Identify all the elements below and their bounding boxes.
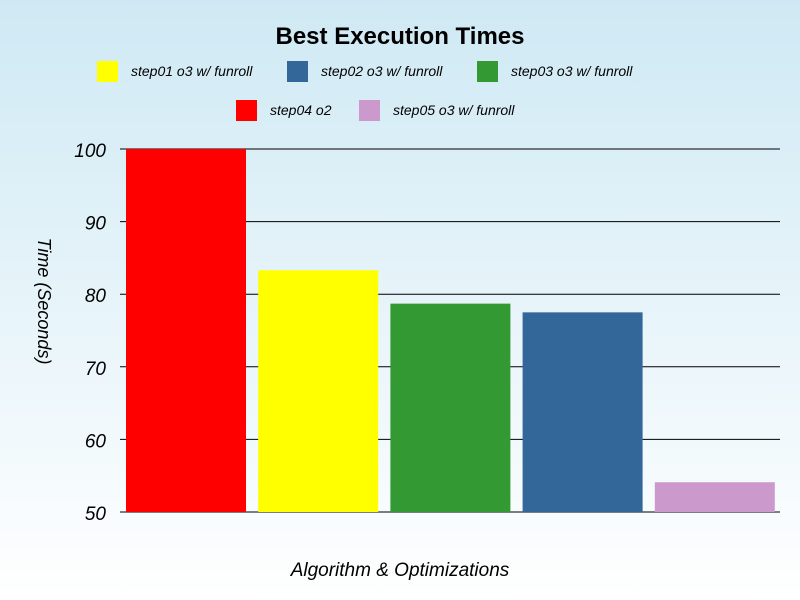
x-axis-label: Algorithm & Optimizations	[290, 560, 510, 581]
legend-label: step05 o3 w/ funroll	[393, 102, 515, 118]
bar	[522, 312, 643, 512]
bar	[654, 482, 775, 512]
legend-label: step04 o2	[270, 102, 332, 118]
legend-label: step02 o3 w/ funroll	[321, 63, 443, 79]
legend-swatch	[97, 61, 118, 82]
y-axis-label: Time (Seconds)	[34, 238, 54, 365]
y-tick-label: 90	[85, 214, 107, 235]
bar	[258, 270, 379, 512]
bar	[126, 149, 246, 512]
y-tick-label: 70	[85, 359, 107, 380]
y-tick-label: 80	[85, 286, 107, 307]
legend-label: step03 o3 w/ funroll	[511, 63, 633, 79]
y-tick-labels: 50 60 70 80 90 100	[74, 141, 106, 525]
y-tick-label: 60	[85, 431, 107, 452]
chart-title: Best Execution Times	[276, 23, 525, 50]
legend-swatch	[477, 61, 498, 82]
legend-swatch	[287, 61, 308, 82]
y-tick-label: 50	[85, 504, 107, 525]
legend: step01 o3 w/ funroll step02 o3 w/ funroll…	[97, 61, 633, 121]
bar	[390, 303, 511, 512]
legend-swatch	[359, 100, 380, 121]
legend-swatch	[236, 100, 257, 121]
y-tick-label: 100	[74, 141, 106, 162]
bars	[126, 149, 775, 512]
legend-label: step01 o3 w/ funroll	[131, 63, 253, 79]
